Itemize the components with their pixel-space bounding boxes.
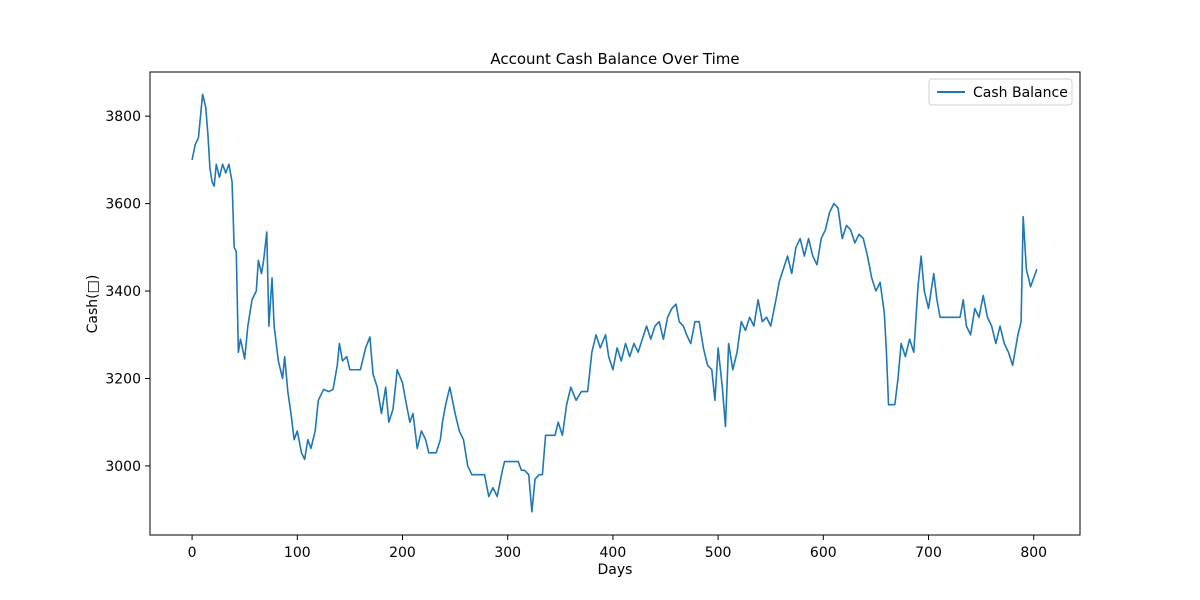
y-axis-label: Cash(□) bbox=[85, 275, 101, 334]
x-tick-label: 700 bbox=[915, 545, 942, 561]
y-tick-label: 3400 bbox=[105, 284, 141, 300]
y-tick-label: 3600 bbox=[105, 197, 141, 213]
chart-title: Account Cash Balance Over Time bbox=[490, 50, 739, 68]
x-tick-label: 100 bbox=[284, 545, 311, 561]
x-tick-label: 400 bbox=[600, 545, 627, 561]
axes-frame bbox=[149, 71, 1081, 536]
y-tick-label: 3200 bbox=[105, 371, 141, 387]
x-axis-label: Days bbox=[598, 562, 633, 578]
legend-label: Cash Balance bbox=[973, 85, 1068, 101]
y-tick-label: 3000 bbox=[105, 459, 141, 475]
data-line bbox=[191, 93, 1038, 513]
x-tick-label: 800 bbox=[1020, 545, 1047, 561]
x-tick-label: 200 bbox=[389, 545, 416, 561]
x-tick-label: 500 bbox=[705, 545, 732, 561]
legend-box bbox=[928, 78, 1073, 106]
x-tick-label: 0 bbox=[188, 545, 197, 561]
y-tick-label: 3800 bbox=[105, 109, 141, 125]
x-tick-label: 600 bbox=[810, 545, 837, 561]
x-tick-label: 300 bbox=[494, 545, 521, 561]
